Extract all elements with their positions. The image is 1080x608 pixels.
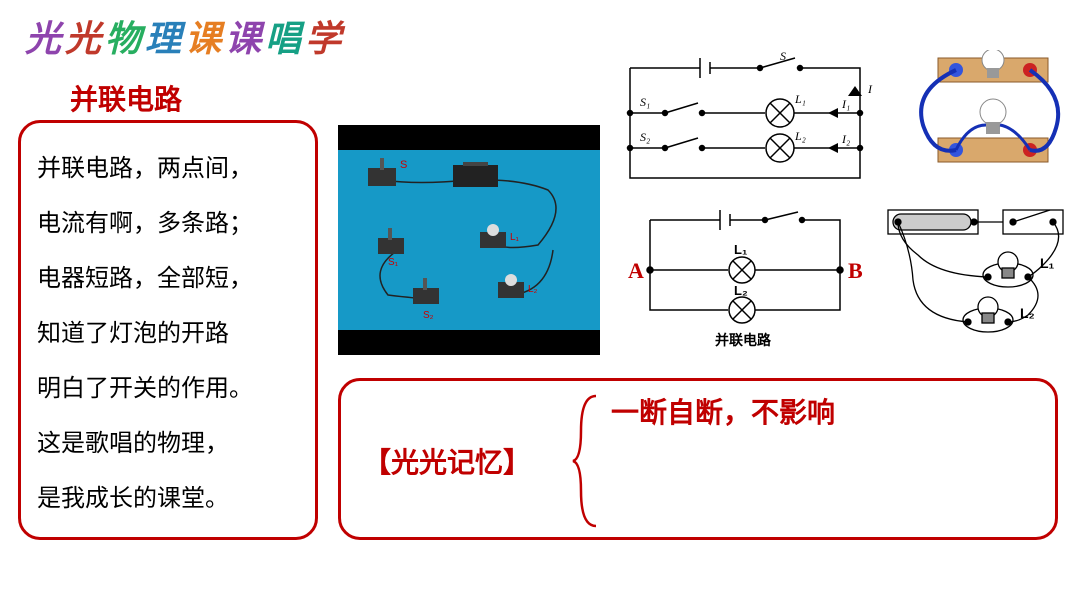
label-pL2: L₂ — [1020, 305, 1035, 321]
label-B: B — [848, 258, 863, 283]
memory-box: 【光光记忆】 一断自断，不影响 — [338, 378, 1058, 540]
poem-line: 电流有啊，多条路； — [37, 196, 299, 251]
pictorial-circuit-2: L₁ L₂ — [878, 200, 1073, 350]
label-S1: S₁ — [640, 95, 650, 109]
poem-box: 并联电路，两点间，电流有啊，多条路；电器短路，全部短，知道了灯泡的开路明白了开关… — [18, 120, 318, 540]
header-char: 理 — [145, 10, 185, 62]
schematic2-caption: 并联电路 — [715, 332, 772, 348]
svg-text:S₂: S₂ — [423, 310, 434, 321]
label-L1: L₁ — [794, 92, 806, 106]
header-char: 光 — [25, 10, 65, 62]
label-L2: L₂ — [794, 129, 806, 143]
label-L1b: L₁ — [734, 242, 747, 257]
label-A: A — [628, 258, 644, 283]
header-char: 光 — [65, 10, 105, 62]
label-L2b: L₂ — [734, 283, 748, 298]
svg-text:S: S — [400, 159, 407, 171]
svg-text:L₂: L₂ — [528, 284, 538, 295]
label-pL1: L₁ — [1040, 255, 1055, 271]
circuit-components: S S₁ L₁ S₂ L₂ — [338, 150, 600, 330]
page-header: 光光物理 课课唱学 — [25, 10, 345, 62]
memory-text: 一断自断，不影响 — [611, 391, 835, 431]
header-char: 学 — [305, 10, 345, 62]
circuit-board: S S₁ L₁ S₂ L₂ — [338, 150, 600, 330]
label-I: I — [867, 82, 873, 96]
poem-line: 知道了灯泡的开路 — [37, 306, 299, 361]
poem-title: 并联电路 — [70, 78, 182, 118]
poem-line: 明白了开关的作用。 — [37, 361, 299, 416]
header-char: 物 — [105, 10, 145, 62]
poem-line: 电器短路，全部短， — [37, 251, 299, 306]
header-char: 唱 — [265, 10, 305, 62]
memory-label: 【光光记忆】 — [363, 441, 531, 481]
header-char: 课 — [185, 10, 225, 62]
schematic-diagram-2: A B L₁ L₂ 并联电路 — [610, 200, 890, 355]
pictorial-circuit-1 — [908, 50, 1066, 185]
label-S: S — [780, 49, 786, 63]
label-I1: I₁ — [841, 97, 850, 111]
label-I2: I₂ — [841, 132, 850, 146]
svg-text:S₁: S₁ — [388, 257, 399, 268]
label-S2: S₂ — [640, 130, 650, 144]
poem-line: 这是歌唱的物理， — [37, 416, 299, 471]
poem-line: 是我成长的课堂。 — [37, 471, 299, 526]
header-char: 课 — [225, 10, 265, 62]
poem-line: 并联电路，两点间， — [37, 141, 299, 196]
circuit-photo: S S₁ L₁ S₂ L₂ — [338, 125, 600, 355]
bracket-icon — [571, 391, 601, 531]
schematic-diagram-1: S S₁ S₂ L₁ L₂ I I₁ I₂ — [610, 48, 890, 193]
svg-text:L₁: L₁ — [510, 232, 520, 243]
